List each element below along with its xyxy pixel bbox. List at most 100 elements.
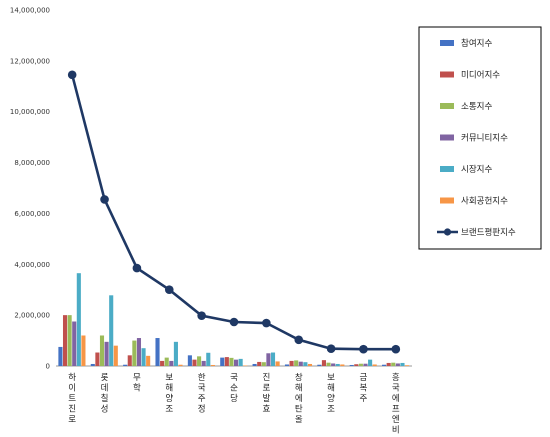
bar bbox=[169, 360, 174, 366]
y-tick-label: 4,000,000 bbox=[14, 261, 50, 269]
y-tick-label: 0 bbox=[46, 363, 50, 371]
line-point bbox=[229, 317, 239, 327]
legend-swatch bbox=[440, 40, 454, 46]
bar bbox=[275, 361, 280, 366]
bar bbox=[386, 362, 391, 366]
bar bbox=[298, 361, 303, 366]
legend-label: 사회공헌지수 bbox=[461, 197, 508, 207]
y-tick-label: 14,000,000 bbox=[10, 7, 50, 15]
bar bbox=[123, 364, 128, 366]
bar bbox=[192, 359, 197, 366]
legend-box bbox=[418, 26, 542, 250]
bar bbox=[395, 363, 400, 366]
line-point bbox=[262, 318, 271, 328]
bar-series-group bbox=[58, 273, 410, 366]
bar bbox=[331, 363, 336, 366]
bar bbox=[321, 360, 326, 366]
bar bbox=[90, 363, 95, 366]
legend-swatch bbox=[440, 166, 454, 172]
line-point bbox=[100, 195, 109, 204]
bar bbox=[368, 359, 373, 366]
bar bbox=[294, 360, 299, 366]
bar bbox=[317, 364, 322, 366]
line-point bbox=[197, 311, 206, 320]
legend-swatch bbox=[440, 134, 454, 141]
bar bbox=[400, 362, 405, 366]
bar bbox=[372, 364, 377, 366]
legend-swatch bbox=[440, 103, 454, 109]
bar bbox=[67, 315, 72, 366]
bar bbox=[141, 348, 146, 366]
bar bbox=[284, 364, 290, 366]
bar bbox=[76, 273, 81, 366]
bar bbox=[109, 295, 114, 366]
line-series-group bbox=[67, 70, 401, 354]
bar bbox=[201, 360, 206, 366]
bar bbox=[266, 353, 271, 366]
bar bbox=[303, 362, 308, 366]
bar bbox=[81, 335, 86, 366]
bar bbox=[146, 355, 151, 366]
bar bbox=[155, 338, 160, 366]
bar bbox=[354, 364, 359, 366]
legend-label: 커뮤니티지수 bbox=[461, 133, 508, 144]
bar bbox=[382, 364, 387, 366]
bar bbox=[220, 357, 225, 366]
legend-label: 참여지수 bbox=[461, 38, 492, 49]
bar bbox=[243, 365, 248, 366]
y-tick-label: 12,000,000 bbox=[10, 57, 50, 65]
bar bbox=[132, 340, 137, 366]
bar bbox=[206, 352, 211, 366]
bar bbox=[72, 321, 77, 366]
bar bbox=[113, 345, 118, 366]
bar bbox=[187, 355, 192, 366]
bar bbox=[257, 361, 262, 366]
bar bbox=[358, 363, 363, 366]
line-point bbox=[294, 335, 304, 345]
bar bbox=[238, 358, 243, 366]
line-point bbox=[164, 285, 174, 295]
bar bbox=[164, 357, 169, 366]
legend-label: 브랜드평판지수 bbox=[461, 227, 516, 238]
bar bbox=[62, 315, 68, 366]
y-tick-label: 6,000,000 bbox=[14, 210, 50, 218]
bar bbox=[95, 352, 100, 366]
series-line bbox=[70, 74, 396, 351]
bar bbox=[363, 363, 368, 366]
bar bbox=[136, 338, 142, 366]
bar bbox=[340, 364, 345, 366]
bar bbox=[58, 346, 63, 366]
category-labels: 하 이 트 진 로 롯 데 칠 성 무 학 보 해 양 조 한 국 주 정 국 순 당 진 로 발 효 창 해 에 탄 올 보 해 양 조 금 복 주 흥 국… bbox=[68, 372, 400, 436]
bar bbox=[391, 362, 396, 366]
bar bbox=[99, 335, 105, 366]
bar bbox=[104, 341, 109, 366]
bar bbox=[307, 363, 313, 366]
line-point bbox=[359, 344, 368, 354]
bar bbox=[197, 356, 202, 366]
bar bbox=[178, 364, 183, 366]
legend-swatch bbox=[440, 71, 454, 78]
bar bbox=[252, 363, 257, 366]
bar bbox=[326, 362, 331, 366]
bar bbox=[270, 352, 276, 366]
bar bbox=[349, 364, 354, 366]
y-tick-label: 8,000,000 bbox=[14, 159, 50, 167]
bar bbox=[405, 365, 410, 366]
bar bbox=[261, 362, 266, 366]
line-point bbox=[132, 263, 142, 273]
line-point bbox=[326, 344, 336, 354]
bar bbox=[224, 357, 229, 366]
bar bbox=[229, 357, 234, 366]
bar bbox=[173, 341, 178, 366]
